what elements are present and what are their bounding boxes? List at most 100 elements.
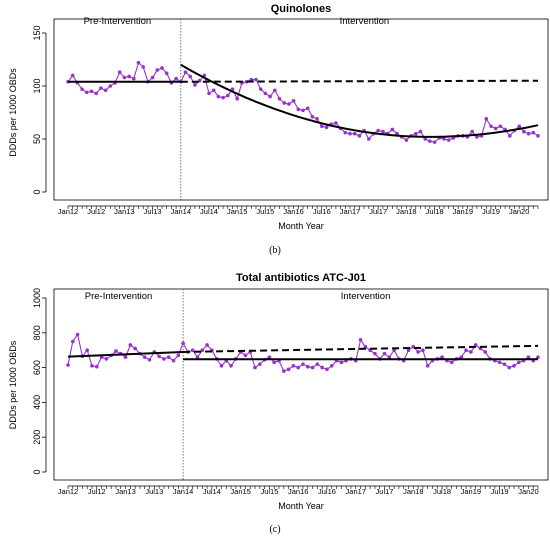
chart1-data-point [80, 87, 84, 91]
chart1-title: Quinolones [271, 3, 332, 15]
chart2-data-point [301, 362, 305, 366]
chart2-data-point [329, 364, 334, 368]
chart2-data-point [291, 364, 296, 368]
chart1-data-point [207, 91, 211, 96]
chart1-data-point [390, 127, 395, 132]
chart2-data-point [406, 348, 411, 353]
chart1-y-tick-label: 150 [32, 25, 42, 40]
chart1-y-tick-label: 100 [32, 78, 42, 93]
chart2-data-point [90, 364, 94, 368]
chart1-data-point [470, 129, 475, 134]
chart1-data-point [94, 91, 98, 96]
chart1-phase-label-intervention: Intervention [340, 16, 390, 27]
chart1-data-point [258, 87, 263, 91]
chart1-x-tick-label: Jan18 [396, 207, 416, 216]
chart1-data-point [442, 137, 446, 141]
chart1-data-point [508, 134, 512, 138]
chart1-data-point [348, 131, 352, 136]
chart1-data-point [282, 101, 287, 105]
chart2-y-tick-label: 1000 [32, 288, 42, 308]
chart1-x-tick-label: Jan15 [227, 207, 247, 216]
chart2-data-point [296, 365, 301, 370]
chart2-y-tick-label: 0 [32, 469, 42, 474]
chart2-title: Total antibiotics ATC-J01 [236, 272, 366, 284]
chart2-y-tick-label: 200 [32, 430, 42, 445]
chart1-data-point [381, 129, 385, 134]
chart2-data-point [536, 355, 540, 359]
chart1-data-point [531, 130, 536, 135]
chart1-data-point [108, 84, 113, 88]
chart1-x-tick-label: Jul13 [144, 207, 162, 216]
chart2-data-point [382, 351, 387, 356]
chart2-data-point [358, 337, 363, 342]
chart2-x-tick-label: Jan18 [403, 487, 423, 496]
chart1-phase-label-pre: Pre-Intervention [84, 16, 152, 27]
chart2-data-point [200, 348, 205, 353]
chart1-data-point [357, 134, 362, 138]
chart1-x-tick-label: Jul19 [482, 207, 500, 216]
chart1-series-line [67, 61, 539, 143]
chart1-data-point [526, 131, 531, 136]
chart2-data-point [305, 364, 310, 369]
chart2-data-point [469, 350, 473, 354]
chart2-data-point [133, 346, 137, 351]
chart1-data-point [475, 135, 479, 139]
chart2-phase-label-pre: Pre-Intervention [85, 291, 153, 302]
chart2-data-point [502, 362, 507, 366]
chart1-data-point [188, 74, 192, 79]
chart1-data-point [70, 73, 75, 78]
chart2-data-point [464, 348, 468, 353]
chart2-data-point [147, 357, 152, 362]
chart2-x-tick-label: Jan16 [288, 487, 308, 496]
chart2-data-point [483, 350, 488, 354]
chart2-x-tick-label: Jan15 [230, 487, 250, 496]
chart2-data-point [517, 360, 521, 365]
chart1-data-point [254, 77, 258, 82]
chart2-x-tick-label: Jan14 [173, 487, 193, 496]
chart2-y-tick-label: 600 [32, 360, 42, 375]
chart2-data-point [181, 341, 185, 346]
chart2-data-point [243, 353, 248, 358]
chart1-x-tick-label: Jan19 [453, 207, 473, 216]
chart1-y-tick-label: 50 [32, 134, 42, 144]
chart2-data-point [526, 355, 531, 359]
chart2-data-point [425, 364, 430, 368]
chart2-x-tick-label: Jul13 [145, 487, 163, 496]
chart1-x-tick-label: Jan14 [171, 207, 191, 216]
chart1-fit-line-counterfactual [180, 79, 539, 83]
chart2-data-point [339, 360, 344, 365]
chart1-data-point [287, 102, 291, 106]
chart1-data-point [418, 129, 423, 134]
chart2-data-point [70, 339, 75, 344]
chart1-data-point [432, 140, 437, 144]
chart1-x-tick-label: Jul18 [426, 207, 444, 216]
chart1-data-point [376, 128, 381, 133]
chart2-phase-label-intervention: Intervention [341, 291, 391, 302]
chart2-data-point [142, 355, 147, 359]
chart1-data-point [517, 124, 521, 129]
chart1-data-point [141, 65, 145, 69]
chart1-data-point [226, 93, 230, 98]
chart1-data-point [291, 99, 296, 103]
chart2-data-point [166, 355, 171, 359]
chart2-x-tick-label: Jul15 [260, 487, 278, 496]
chart1-data-point [235, 96, 239, 101]
chart2-x-tick-label: Jan20 [518, 487, 538, 496]
chart1-x-tick-label: Jan16 [283, 207, 303, 216]
chart2-data-point [104, 357, 109, 361]
chart1-data-point [216, 94, 221, 99]
chart2-x-tick-label: Jul16 [318, 487, 336, 496]
chart2-y-tick-label: 800 [32, 325, 42, 340]
chart2-y-tick-label: 400 [32, 395, 42, 410]
chart2-data-point [229, 364, 233, 368]
chart1-data-point [155, 68, 160, 72]
chart1-data-point [522, 129, 526, 134]
chart2-data-point [85, 348, 89, 353]
chart2-data-point [258, 362, 262, 366]
chart1-data-point [493, 126, 498, 131]
chart2-data-point [325, 367, 329, 372]
chart1-data-point [296, 107, 301, 112]
chart1-fit-line-intervention [180, 63, 539, 138]
chart2-data-point [205, 343, 209, 347]
chart2-data-point [497, 360, 502, 365]
